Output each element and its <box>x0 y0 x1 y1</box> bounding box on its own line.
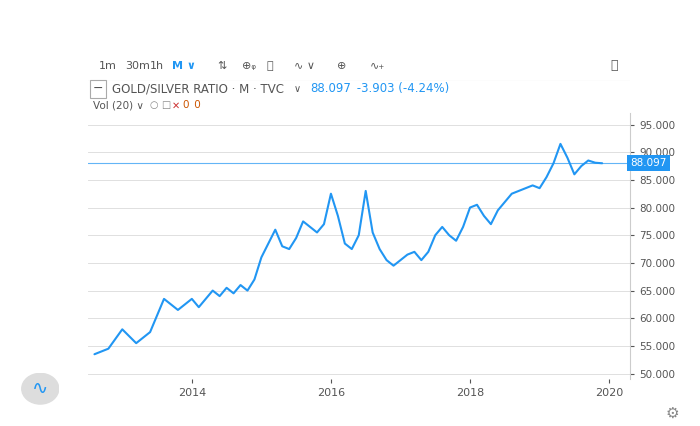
Text: Vol (20) ∨: Vol (20) ∨ <box>93 100 144 110</box>
Text: 1m: 1m <box>98 61 116 71</box>
Text: M ∨: M ∨ <box>172 61 195 71</box>
Text: ○: ○ <box>150 100 158 110</box>
Text: 0: 0 <box>183 100 189 110</box>
Text: 88.097: 88.097 <box>310 82 351 95</box>
Text: -3.903 (-4.24%): -3.903 (-4.24%) <box>354 82 449 95</box>
Text: ⚙: ⚙ <box>665 406 679 421</box>
Text: ∿: ∿ <box>32 379 48 398</box>
Text: ⇅: ⇅ <box>218 61 227 71</box>
Text: ✕: ✕ <box>172 100 180 110</box>
Text: □: □ <box>161 100 170 110</box>
Text: −: − <box>93 82 104 95</box>
Text: GOLD/SILVER RATIO · M · TVC: GOLD/SILVER RATIO · M · TVC <box>112 82 284 95</box>
Text: 📈: 📈 <box>267 61 273 71</box>
Text: ∿₊: ∿₊ <box>370 61 385 71</box>
Text: 1h: 1h <box>150 61 164 71</box>
Text: 30m: 30m <box>125 61 150 71</box>
Text: ∨: ∨ <box>294 84 301 94</box>
Text: 📷: 📷 <box>610 59 617 72</box>
Text: 0: 0 <box>190 100 200 110</box>
Circle shape <box>22 373 59 404</box>
Text: 88.097: 88.097 <box>630 158 666 168</box>
Text: ∿ ∨: ∿ ∨ <box>294 61 314 71</box>
Text: ⊕: ⊕ <box>337 61 346 71</box>
Text: ⊕ᵩ: ⊕ᵩ <box>242 61 256 71</box>
